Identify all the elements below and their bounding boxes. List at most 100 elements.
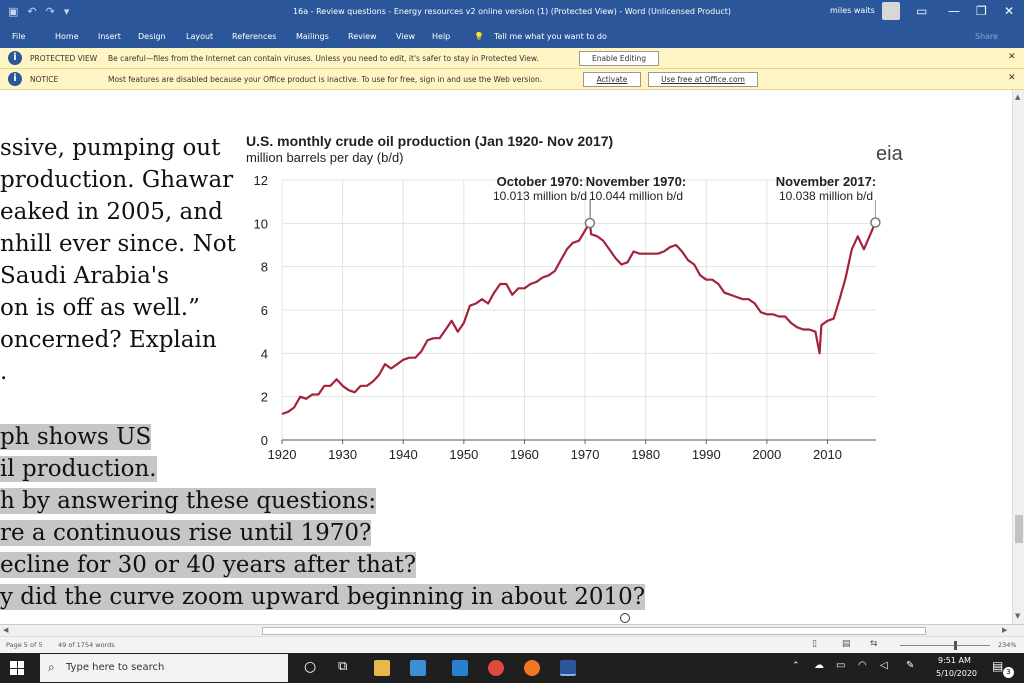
notice-bar: i NOTICE Most features are disabled beca… (0, 69, 1024, 90)
taskbar: ⌕ Type here to search ○ ⧉ ⌃ ☁ ▭ ◠ ◁ ✎ 9:… (0, 653, 1024, 683)
ribbon-tabs: File Home Insert Design Layout Reference… (0, 26, 1024, 48)
windows-start-icon[interactable] (10, 661, 24, 675)
text-line: eaked in 2005, and (0, 199, 223, 225)
avatar[interactable] (882, 2, 900, 20)
scroll-thumb[interactable] (1015, 515, 1023, 543)
annotation-value: 10.038 million b/d (779, 189, 873, 203)
page-count[interactable]: Page 5 of 5 (6, 641, 43, 649)
share-button[interactable]: Share (975, 32, 999, 41)
chevron-up-icon[interactable]: ⌃ (792, 661, 800, 671)
pen-icon[interactable]: ✎ (906, 660, 915, 671)
zoom-slider-handle[interactable] (954, 641, 957, 650)
annotation-marker (870, 217, 881, 228)
cortana-icon[interactable]: ○ (304, 659, 317, 675)
horizontal-scroll-thumb[interactable] (262, 627, 926, 635)
protected-view-message: Be careful—files from the Internet can c… (108, 54, 539, 63)
x-tick-label: 1970 (571, 447, 600, 462)
text-line: on is off as well.” (0, 295, 200, 321)
y-tick-label: 6 (261, 303, 268, 318)
series-line (281, 221, 877, 416)
minimize-icon[interactable]: — (948, 4, 960, 18)
customize-qat-icon[interactable]: ▾ (63, 5, 70, 18)
lightbulb-icon: 💡 (474, 32, 484, 41)
horizontal-scrollbar[interactable]: ◀ ▶ (0, 624, 1024, 636)
zoom-slider[interactable] (900, 645, 990, 646)
text-line: nhill ever since. Not (0, 231, 236, 257)
tab-references[interactable]: References (232, 32, 277, 41)
highlighted-text-line: ph shows US (0, 424, 152, 450)
scroll-right-icon[interactable]: ▶ (1002, 626, 1008, 634)
chrome-icon[interactable] (488, 660, 504, 676)
use-free-office-button[interactable]: Use free at Office.com (648, 72, 758, 87)
search-icon: ⌕ (48, 660, 55, 674)
tab-mailings[interactable]: Mailings (296, 32, 329, 41)
close-bar-icon[interactable]: ✕ (1008, 52, 1016, 62)
wifi-icon[interactable]: ◠ (858, 660, 867, 671)
title-bar: ▣ ↶ ↷ ▾ 16a - Review questions - Energy … (0, 0, 1024, 26)
notice-message: Most features are disabled because your … (108, 75, 543, 84)
scroll-left-icon[interactable]: ◀ (3, 626, 9, 634)
vertical-scrollbar[interactable]: ▲ ▼ (1012, 90, 1024, 624)
word-count[interactable]: 49 of 1754 words (58, 641, 115, 649)
y-tick-label: 2 (261, 390, 268, 405)
web-layout-icon[interactable]: ⇆ (870, 639, 878, 649)
firefox-icon[interactable] (524, 660, 540, 676)
status-bar: Page 5 of 5 49 of 1754 words ▯ ▤ ⇆ 234% (0, 636, 1024, 653)
x-tick-label: 1990 (692, 447, 721, 462)
tab-design[interactable]: Design (138, 32, 166, 41)
y-tick-label: 0 (261, 433, 268, 448)
x-tick-label: 2000 (752, 447, 781, 462)
tab-home[interactable]: Home (55, 32, 79, 41)
redo-icon[interactable]: ↷ (45, 5, 55, 18)
chart-series (281, 221, 877, 416)
chart-annotations: October 1970:10.013 million b/dNovember … (493, 174, 881, 229)
task-view-icon[interactable]: ⧉ (338, 659, 348, 674)
notification-icon[interactable]: ▤ (992, 659, 1004, 673)
close-bar-icon[interactable]: ✕ (1008, 73, 1016, 83)
tab-review[interactable]: Review (348, 32, 377, 41)
x-tick-label: 1950 (449, 447, 478, 462)
text-line: . (0, 359, 8, 385)
oil-production-chart: U.S. monthly crude oil production (Jan 1… (246, 133, 904, 462)
save-icon[interactable]: ▣ (8, 5, 19, 18)
tab-insert[interactable]: Insert (98, 32, 121, 41)
document-canvas[interactable]: ssive, pumping out production. Ghawar ea… (0, 90, 1012, 624)
y-tick-label: 8 (261, 260, 268, 275)
volume-icon[interactable]: ◁ (880, 660, 888, 671)
word-app-icon[interactable] (560, 660, 576, 676)
tab-view[interactable]: View (396, 32, 415, 41)
tell-me-search[interactable]: Tell me what you want to do (494, 32, 607, 41)
user-name[interactable]: miles waits (830, 6, 875, 15)
highlighted-text-line: h by answering these questions: (0, 488, 377, 514)
activate-button[interactable]: Activate (583, 72, 641, 87)
x-tick-label: 1960 (510, 447, 539, 462)
tab-file[interactable]: File (12, 32, 26, 41)
scroll-up-icon[interactable]: ▲ (1015, 93, 1021, 101)
enable-editing-button[interactable]: Enable Editing (579, 51, 659, 66)
mail-icon[interactable] (452, 660, 468, 676)
undo-icon[interactable]: ↶ (27, 5, 37, 18)
y-tick-label: 12 (254, 173, 268, 188)
clock-time[interactable]: 9:51 AM (938, 656, 971, 665)
text-line: ssive, pumping out (0, 135, 221, 161)
print-layout-icon[interactable]: ▤ (842, 639, 851, 649)
file-explorer-icon[interactable] (374, 660, 390, 676)
zoom-level[interactable]: 234% (998, 641, 1017, 649)
info-icon: i (8, 51, 22, 65)
protected-view-bar: i PROTECTED VIEW Be careful—files from t… (0, 48, 1024, 69)
clock-date[interactable]: 5/10/2020 (936, 669, 978, 678)
taskbar-search[interactable]: ⌕ Type here to search (40, 654, 288, 682)
maximize-icon[interactable]: ❐ (976, 4, 987, 18)
close-icon[interactable]: ✕ (1004, 4, 1015, 18)
tab-layout[interactable]: Layout (186, 32, 214, 41)
ribbon-display-icon[interactable]: ▭ (916, 4, 928, 18)
scroll-down-icon[interactable]: ▼ (1015, 612, 1021, 620)
battery-icon[interactable]: ▭ (836, 660, 846, 671)
x-tick-label: 1940 (389, 447, 418, 462)
onedrive-icon[interactable]: ☁ (814, 660, 824, 671)
store-icon[interactable] (410, 660, 426, 676)
read-mode-icon[interactable]: ▯ (812, 639, 817, 649)
chart-subtitle: million barrels per day (b/d) (246, 150, 404, 165)
info-icon: i (8, 72, 22, 86)
tab-help[interactable]: Help (432, 32, 451, 41)
